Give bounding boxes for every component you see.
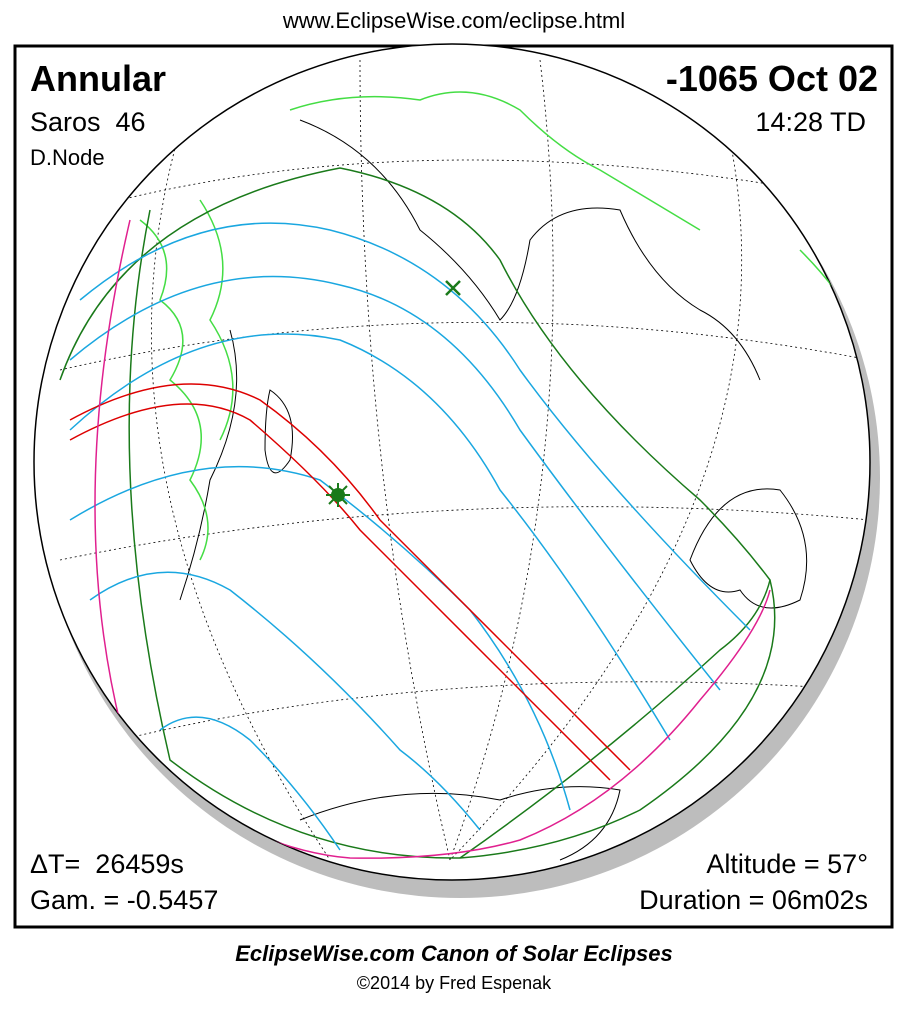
- rise-set-curves: [94, 219, 771, 859]
- url: www.EclipseWise.com/eclipse.html: [282, 8, 625, 33]
- altitude: Altitude = 57°: [706, 849, 868, 879]
- magnitude-curves: [69, 222, 751, 851]
- saros: Saros 46: [30, 107, 146, 137]
- footer-title: EclipseWise.com Canon of Solar Eclipses: [235, 941, 673, 966]
- map-lines: [59, 59, 870, 861]
- greatest-duration-marker: [445, 280, 461, 296]
- graticule: [59, 59, 870, 861]
- duration: Duration = 06m02s: [639, 885, 868, 915]
- eclipse-type: Annular: [30, 58, 166, 99]
- penumbra-limits: [59, 167, 776, 859]
- node: D.Node: [30, 145, 105, 170]
- date: -1065 Oct 02: [666, 58, 878, 99]
- time: 14:28 TD: [755, 107, 866, 137]
- globe: [33, 43, 871, 881]
- copyright: ©2014 by Fred Espenak: [357, 973, 552, 993]
- gamma: Gam. = -0.5457: [30, 885, 218, 915]
- greatest-eclipse-rays: [326, 483, 350, 507]
- delta-t: ΔT= 26459s: [30, 849, 184, 879]
- coastlines: [179, 119, 808, 861]
